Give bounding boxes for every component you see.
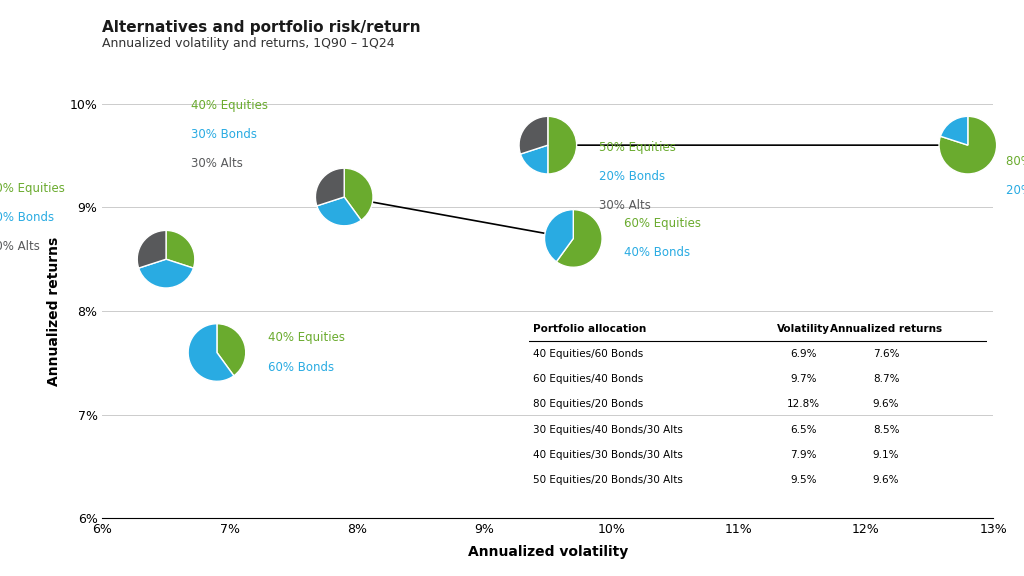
Text: Portfolio allocation: Portfolio allocation — [534, 324, 646, 334]
Text: 30% Alts: 30% Alts — [191, 157, 244, 170]
Text: 30 Equities/40 Bonds/30 Alts: 30 Equities/40 Bonds/30 Alts — [534, 425, 683, 434]
Wedge shape — [939, 116, 996, 174]
Text: 50 Equities/20 Bonds/30 Alts: 50 Equities/20 Bonds/30 Alts — [534, 475, 683, 485]
Wedge shape — [556, 210, 602, 267]
Wedge shape — [188, 324, 233, 381]
Text: 8.5%: 8.5% — [872, 425, 899, 434]
Text: 12.8%: 12.8% — [787, 399, 820, 410]
Wedge shape — [138, 259, 194, 288]
Text: 40 Equities/30 Bonds/30 Alts: 40 Equities/30 Bonds/30 Alts — [534, 450, 683, 460]
Wedge shape — [548, 116, 577, 174]
Text: 9.7%: 9.7% — [791, 374, 817, 384]
Text: Alternatives and portfolio risk/return: Alternatives and portfolio risk/return — [102, 20, 421, 35]
Text: 6.9%: 6.9% — [791, 349, 817, 359]
Text: Volatility: Volatility — [777, 324, 830, 334]
Text: 20% Bonds: 20% Bonds — [1006, 184, 1024, 197]
Text: 30% Alts: 30% Alts — [0, 240, 40, 253]
Wedge shape — [217, 324, 246, 376]
Text: 40% Bonds: 40% Bonds — [0, 211, 54, 224]
Text: 30% Bonds: 30% Bonds — [191, 128, 257, 141]
Wedge shape — [166, 230, 195, 268]
Text: 9.6%: 9.6% — [872, 475, 899, 485]
Text: 8.7%: 8.7% — [872, 374, 899, 384]
Text: 50% Equities: 50% Equities — [599, 141, 676, 154]
Text: 9.5%: 9.5% — [791, 475, 817, 485]
Text: 7.6%: 7.6% — [872, 349, 899, 359]
Text: 9.1%: 9.1% — [872, 450, 899, 460]
Text: 60 Equities/40 Bonds: 60 Equities/40 Bonds — [534, 374, 643, 384]
Wedge shape — [316, 197, 361, 226]
Y-axis label: Annualized returns: Annualized returns — [47, 236, 61, 386]
Text: Annualized returns: Annualized returns — [830, 324, 942, 334]
Text: 9.6%: 9.6% — [872, 399, 899, 410]
Text: 30% Alts: 30% Alts — [599, 199, 650, 212]
Text: 40% Equities: 40% Equities — [268, 332, 345, 344]
Wedge shape — [315, 168, 344, 206]
X-axis label: Annualized volatility: Annualized volatility — [468, 544, 628, 559]
Wedge shape — [940, 116, 968, 145]
Text: Annualized volatility and returns, 1Q90 – 1Q24: Annualized volatility and returns, 1Q90 … — [102, 37, 395, 51]
Wedge shape — [545, 210, 573, 262]
Wedge shape — [137, 230, 166, 268]
Wedge shape — [344, 168, 373, 220]
Wedge shape — [520, 145, 548, 174]
Text: 30% Equities: 30% Equities — [0, 182, 65, 195]
Text: 60% Equities: 60% Equities — [625, 218, 701, 230]
Text: 60% Bonds: 60% Bonds — [268, 361, 334, 373]
Text: 80 Equities/20 Bonds: 80 Equities/20 Bonds — [534, 399, 643, 410]
Text: 40 Equities/60 Bonds: 40 Equities/60 Bonds — [534, 349, 643, 359]
Text: 20% Bonds: 20% Bonds — [599, 170, 665, 183]
Wedge shape — [519, 116, 548, 154]
Text: 6.5%: 6.5% — [791, 425, 817, 434]
Text: 7.9%: 7.9% — [791, 450, 817, 460]
Text: 80% Equities: 80% Equities — [1006, 156, 1024, 168]
Text: 40% Bonds: 40% Bonds — [625, 247, 690, 259]
Text: 40% Equities: 40% Equities — [191, 99, 268, 112]
